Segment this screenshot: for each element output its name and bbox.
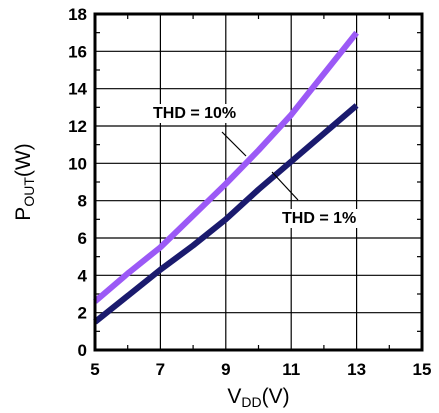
- x-axis-label-unit: (V): [262, 385, 290, 408]
- tick-marks: [95, 14, 422, 350]
- grid: [95, 14, 422, 350]
- x-axis-label: VDD(V): [227, 385, 289, 410]
- x-tick-label: 11: [282, 360, 300, 379]
- y-tick-label: 0: [78, 341, 87, 360]
- y-axis-label-sub: OUT: [21, 177, 37, 207]
- thd-1-label-bg: [279, 209, 360, 228]
- y-tick-label: 6: [78, 229, 87, 248]
- x-axis-label-sub: DD: [241, 394, 261, 410]
- thd-10-label-bg: [150, 104, 240, 123]
- x-tick-label: 7: [156, 360, 165, 379]
- x-tick-label: 13: [347, 360, 366, 379]
- thd-10-label: THD = 10%: [153, 105, 236, 122]
- y-tick-label: 2: [78, 304, 87, 323]
- y-tick-labels: 0 2 4 6 8 10 12 14 16 18: [68, 5, 87, 360]
- y-tick-label: 4: [78, 266, 88, 285]
- thd-10-leader-line: [221, 131, 247, 157]
- y-tick-label: 12: [68, 117, 87, 136]
- annotations: THD = 10% THD = 1%: [150, 104, 360, 228]
- thd-1-label: THD = 1%: [282, 210, 356, 227]
- y-tick-label: 14: [68, 80, 87, 99]
- y-tick-label: 10: [68, 154, 87, 173]
- thd-1-leader-line: [271, 171, 299, 201]
- y-axis-label-main: P: [12, 207, 35, 221]
- x-tick-label: 5: [90, 360, 99, 379]
- y-axis-label-unit: (W): [12, 143, 35, 177]
- x-tick-labels: 5 7 9 11 13 15: [90, 360, 431, 379]
- series-line-thd-1: [93, 103, 359, 325]
- x-tick-label: 15: [413, 360, 432, 379]
- y-axis-label: POUT(W): [12, 143, 37, 220]
- plot-frame: [93, 12, 424, 352]
- y-tick-label: 8: [78, 192, 87, 211]
- series-lines: [93, 30, 359, 325]
- y-tick-label: 16: [68, 42, 87, 61]
- series-line-thd-10: [93, 30, 359, 304]
- x-tick-label: 9: [221, 360, 230, 379]
- y-tick-label: 18: [68, 5, 87, 24]
- x-axis-label-main: V: [227, 385, 241, 408]
